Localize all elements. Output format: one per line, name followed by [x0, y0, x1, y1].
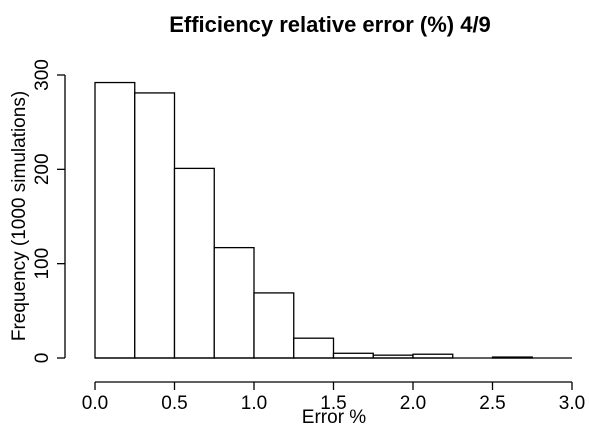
y-tick-label: 300 — [32, 59, 53, 91]
x-tick-label: 1.5 — [320, 393, 346, 414]
x-tick-label: 0.0 — [82, 393, 108, 414]
x-tick-label: 3.0 — [559, 393, 585, 414]
bar — [213, 246, 255, 359]
x-tick-label: 2.5 — [479, 393, 505, 414]
y-tick-label: 100 — [32, 248, 53, 280]
x-tick-label: 0.5 — [161, 393, 187, 414]
chart-title: Efficiency relative error (%) 4/9 — [169, 12, 491, 37]
bar — [134, 92, 176, 359]
bar — [253, 292, 295, 359]
y-tick-label: 0 — [32, 353, 53, 364]
bar — [173, 167, 215, 359]
y-axis-label: Frequency (1000 simulations) — [9, 91, 30, 341]
bar — [332, 352, 374, 359]
x-tick-label: 2.0 — [400, 393, 426, 414]
x-tick-label: 1.0 — [241, 393, 267, 414]
x-axis-label: Error % — [302, 407, 367, 428]
y-tick-label: 200 — [32, 153, 53, 185]
bar — [293, 337, 335, 359]
bar — [94, 81, 136, 359]
